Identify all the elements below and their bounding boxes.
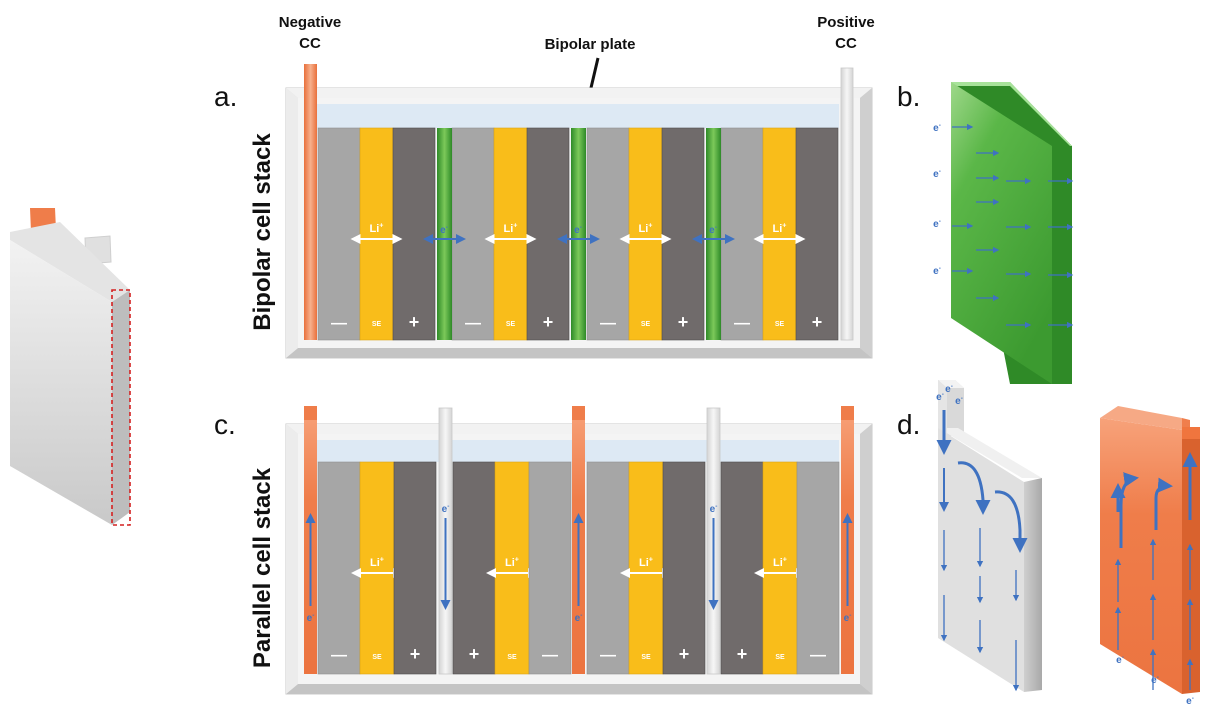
anode-layer xyxy=(528,461,572,675)
anode-layer xyxy=(720,127,764,341)
cathode-plus-sign: + xyxy=(409,312,420,332)
anode-minus-sign: — xyxy=(600,647,616,664)
negative-cc-label: Negative xyxy=(279,14,342,31)
cathode-layer xyxy=(526,127,570,341)
li-ion-label: Li+ xyxy=(773,556,787,569)
anode-minus-sign: — xyxy=(600,315,616,332)
electron-label: e- xyxy=(574,224,582,236)
cathode-layer xyxy=(795,127,839,341)
negative-collector-face xyxy=(1100,418,1182,694)
electron-label: e- xyxy=(933,122,941,134)
li-ion-label: Li+ xyxy=(505,556,519,569)
li-ion-label: Li+ xyxy=(639,222,653,235)
anode-minus-sign: — xyxy=(465,315,481,332)
li-ion-label: Li+ xyxy=(773,222,787,235)
parallel-stack-title: Parallel cell stack xyxy=(249,467,276,668)
li-ion-label: Li+ xyxy=(504,222,518,235)
panel-b-label: b. xyxy=(897,81,920,112)
positive-cc-label: Positive xyxy=(817,14,875,31)
electron-arrow-curve xyxy=(957,461,991,515)
se-label: SE xyxy=(372,321,382,328)
cathode-layer xyxy=(661,127,705,341)
electron-arrow-curve xyxy=(1154,477,1173,530)
anode-layer xyxy=(586,127,630,341)
cathode-plus-sign: + xyxy=(410,644,421,664)
headspace xyxy=(304,440,839,462)
se-label: SE xyxy=(506,321,516,328)
electron-label: e- xyxy=(575,612,583,624)
electron-label: e- xyxy=(936,391,944,403)
bipolar-stack-title: Bipolar cell stack xyxy=(249,133,276,331)
cathode-plus-sign: + xyxy=(812,312,823,332)
electron-label: e- xyxy=(1116,654,1124,666)
negative-tab xyxy=(572,406,585,420)
anode-layer xyxy=(796,461,840,675)
cathode-layer xyxy=(393,461,437,675)
se-label: SE xyxy=(507,654,517,661)
electron-label: e- xyxy=(440,224,448,236)
se-label: SE xyxy=(775,654,785,661)
cathode-plus-sign: + xyxy=(679,644,690,664)
electron-label: e- xyxy=(307,612,315,624)
se-label: SE xyxy=(372,654,382,661)
electron-label: e- xyxy=(1151,674,1159,686)
li-ion-label: Li+ xyxy=(370,222,384,235)
panel-a-label: a. xyxy=(214,81,237,112)
electron-label: e- xyxy=(1186,695,1194,707)
negative-tab xyxy=(841,406,854,420)
se-label: SE xyxy=(775,321,785,328)
electron-label: e- xyxy=(710,503,718,515)
bipolar-stack-panel: — SE + Li+ — SE + Li+ — SE + Li+ — SE + Li+ e-e-e- xyxy=(285,64,873,359)
cathode-plus-sign: + xyxy=(678,312,689,332)
cathode-layer xyxy=(452,461,496,675)
cathode-plus-sign: + xyxy=(469,644,480,664)
parallel-stack-panel: — SE Li+ + + SE Li+ — — SE Li+ + + SE Li+ — e-e-e-e-e- xyxy=(285,406,873,695)
electron-arrow-curve xyxy=(1119,472,1139,548)
electron-label: e- xyxy=(955,395,963,407)
cathode-layer xyxy=(392,127,436,341)
li-ion-label: Li+ xyxy=(370,556,384,569)
panel-c-label: c. xyxy=(214,409,236,440)
negative-current-collector xyxy=(304,64,317,340)
li-ion-label: Li+ xyxy=(639,556,653,569)
cathode-layer xyxy=(720,461,764,675)
cathode-plus-sign: + xyxy=(737,644,748,664)
anode-layer xyxy=(586,461,630,675)
electron-label: e- xyxy=(933,168,941,180)
current-collectors-3d: e-e-e-e-e-e- xyxy=(936,380,1200,707)
se-label: SE xyxy=(641,321,651,328)
se-label: SE xyxy=(641,654,651,661)
electron-label: e- xyxy=(709,224,717,236)
bipolar-plate-label: Bipolar plate xyxy=(545,36,636,53)
cross-section-marker xyxy=(111,289,131,526)
electron-arrow-curve xyxy=(994,490,1028,553)
electron-label: e- xyxy=(933,218,941,230)
negative-cc-label-2: CC xyxy=(299,35,321,52)
headspace xyxy=(304,104,839,128)
pouch-cell-illustration xyxy=(10,208,131,526)
anode-minus-sign: — xyxy=(810,647,826,664)
anode-layer xyxy=(317,461,361,675)
anode-minus-sign: — xyxy=(331,647,347,664)
electron-label: e- xyxy=(933,265,941,277)
anode-layer xyxy=(317,127,361,341)
anode-minus-sign: — xyxy=(734,315,750,332)
electron-label: e- xyxy=(945,383,953,395)
anode-minus-sign: — xyxy=(542,647,558,664)
positive-current-collector xyxy=(840,67,854,341)
positive-cc-label-2: CC xyxy=(835,35,857,52)
negative-tab xyxy=(304,406,317,420)
cathode-plus-sign: + xyxy=(543,312,554,332)
electron-label: e- xyxy=(442,503,450,515)
panel-d-label: d. xyxy=(897,409,920,440)
bipolar-plate-3d: e-e-e-e- xyxy=(933,82,1074,384)
electron-label: e- xyxy=(844,612,852,624)
anode-minus-sign: — xyxy=(331,315,347,332)
cathode-layer xyxy=(662,461,706,675)
anode-layer xyxy=(451,127,495,341)
